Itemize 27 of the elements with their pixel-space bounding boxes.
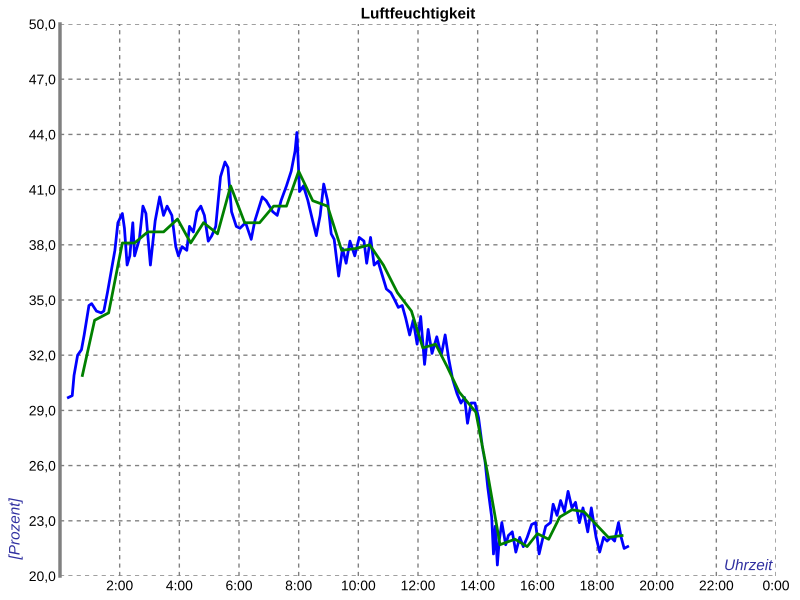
x-tick-label: 12:00 bbox=[402, 580, 435, 590]
x-tick-label: 18:00 bbox=[580, 580, 614, 590]
x-tick-label: 20:00 bbox=[640, 580, 674, 590]
x-tick-label: 14:00 bbox=[461, 580, 495, 590]
x-axis-title: Uhrzeit bbox=[725, 559, 773, 570]
y-tick-label: 38,0 bbox=[29, 240, 56, 252]
x-tick-label: 8:00 bbox=[286, 580, 312, 590]
y-tick-label: 44,0 bbox=[29, 130, 56, 142]
x-tick-label: 0:00 bbox=[763, 580, 789, 590]
x-tick-label: 4:00 bbox=[166, 580, 192, 590]
y-tick-label: 23,0 bbox=[30, 516, 56, 528]
y-tick-label: 29,0 bbox=[30, 406, 56, 418]
x-tick-label: 2:00 bbox=[106, 580, 133, 590]
x-tick-label: 22:00 bbox=[700, 580, 734, 590]
y-tick-label: 32,0 bbox=[29, 350, 56, 362]
y-tick-label: 50,0 bbox=[29, 19, 56, 31]
x-tick-label: 6:00 bbox=[226, 580, 252, 590]
chart-title: Luftfeuchtigkeit bbox=[362, 7, 476, 22]
y-tick-label: 41,0 bbox=[29, 184, 56, 196]
x-tick-label: 16:00 bbox=[521, 580, 554, 590]
line-series bbox=[80, 170, 624, 548]
y-tick-label: 35,0 bbox=[29, 295, 56, 307]
y-tick-label: 20,0 bbox=[30, 571, 56, 583]
y-axis-title: [Prozent] bbox=[8, 498, 23, 560]
x-tick-label: 10:00 bbox=[342, 580, 376, 590]
y-tick-label: 26,0 bbox=[30, 460, 56, 472]
y-tick-label: 47,0 bbox=[29, 74, 56, 86]
